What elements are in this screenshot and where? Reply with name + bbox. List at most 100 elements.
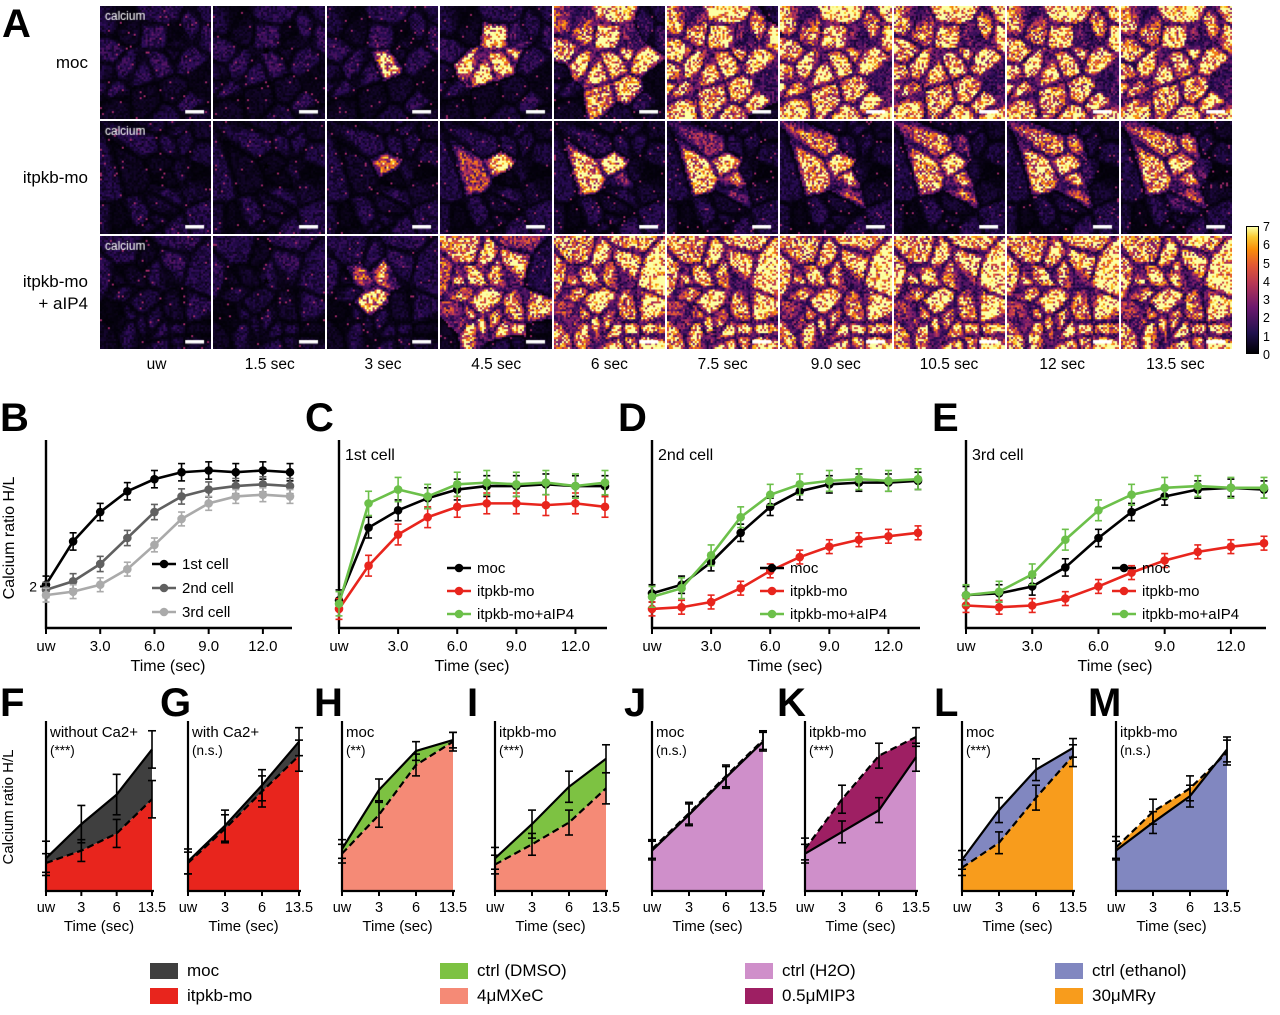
- annotation: itpkb-mo (***): [809, 724, 867, 758]
- area-fills: [805, 737, 916, 891]
- svg-text:6.0: 6.0: [1088, 638, 1109, 655]
- svg-text:3: 3: [995, 900, 1003, 916]
- legend-group-3: ctrl (H2O) 0.5μMIP3: [745, 960, 856, 1007]
- legend-label: ctrl (ethanol): [1092, 961, 1187, 980]
- panel-M-chart: uw 3 6 13.5 Time (sec) itpkb-mo (n.s.): [1107, 721, 1241, 935]
- panel-title: 1st cell: [345, 447, 395, 464]
- panel-a-row-label: itpkb-mo + aIP4: [22, 272, 88, 313]
- x-axis-label: Time (sec): [515, 918, 585, 935]
- series-moc: [334, 473, 610, 612]
- calcium-image-moc-frame7: [893, 6, 1006, 119]
- panel-H-letter: H: [314, 681, 343, 725]
- axes: uw 3.0 6.0 9.0 12.0: [956, 440, 1266, 655]
- series-ctrl-ethanol-: [1112, 736, 1231, 861]
- annotation: itpkb-mo (***): [499, 724, 557, 758]
- panel-a-calcium-images: A moc itpkb-mo itpkb-mo + aIP4 uw 1.5 sec 3 …: [0, 0, 1280, 396]
- calcium-image-itpkb-mo-aIP4-frame3: [440, 236, 552, 349]
- panel-D-chart: uw 3.0 6.0 9.0 12.0 Time (sec) 2nd cell moc itpk…: [642, 440, 923, 675]
- svg-text:12.0: 12.0: [561, 638, 590, 655]
- axes: uw 3 6 13.5: [796, 721, 930, 916]
- series-itpkb-mo-aIP4: [334, 469, 610, 617]
- svg-text:1st cell: 1st cell: [182, 556, 229, 573]
- axes: uw 3 6 13.5: [486, 721, 620, 916]
- panel-a-time-label: 6 sec: [590, 356, 628, 373]
- svg-text:6: 6: [722, 900, 730, 916]
- chart-legend: 1st cell 2nd cell 3rd cell: [152, 556, 234, 621]
- calcium-image-itpkb-mo-frame5: [667, 121, 779, 234]
- svg-text:3: 3: [685, 900, 693, 916]
- calcium-image-itpkb-mo-aIP4-frame6: [780, 236, 892, 349]
- area-fills: [495, 758, 606, 891]
- svg-text:itpkb-mo+aIP4: itpkb-mo+aIP4: [477, 606, 574, 623]
- legend-item: ctrl (DMSO): [440, 960, 567, 982]
- svg-text:uw: uw: [329, 638, 348, 655]
- x-axis-label: Time (sec): [748, 658, 823, 675]
- series-30-MRy: [958, 743, 1077, 877]
- panel-E-letter: E: [932, 396, 959, 440]
- svg-text:2: 2: [29, 578, 37, 594]
- svg-text:6: 6: [875, 900, 883, 916]
- svg-text:with Ca2+: with Ca2+: [191, 724, 259, 741]
- calcium-image-itpkb-mo-aIP4-frame9: [1120, 236, 1232, 349]
- panel-a-time-label: 10.5 sec: [919, 356, 979, 373]
- panel-a-row-label: itpkb-mo: [22, 167, 88, 187]
- area-fills: [188, 741, 299, 891]
- colorbar-tick-label: 3: [1263, 293, 1270, 308]
- svg-text:3rd cell: 3rd cell: [182, 604, 230, 621]
- svg-text:13.5: 13.5: [285, 900, 313, 916]
- svg-text:13.5: 13.5: [1059, 900, 1087, 916]
- x-axis-label: Time (sec): [208, 918, 278, 935]
- x-axis-label: Time (sec): [672, 918, 742, 935]
- calcium-image-moc-frame3: [440, 6, 552, 119]
- calcium-image-moc-frame4: [553, 6, 665, 119]
- series-4-MXeC: [491, 771, 610, 875]
- svg-text:moc: moc: [477, 560, 506, 577]
- axes: uw 3 6 13.5: [643, 721, 777, 916]
- series-itpkb-mo-aIP4: [961, 474, 1269, 607]
- axes: uw 3.0 6.0 9.0 12.0: [642, 440, 920, 655]
- panel-K-chart: uw 3 6 13.5 Time (sec) itpkb-mo (***): [796, 721, 930, 935]
- x-axis-label: Time (sec): [362, 918, 432, 935]
- panel-B-letter: B: [0, 396, 29, 440]
- svg-text:uw: uw: [179, 900, 198, 916]
- series-moc: [42, 729, 156, 877]
- colorbar-gradient: [1246, 226, 1259, 354]
- y-axis-label: Calcium ratio H/L: [0, 749, 17, 864]
- legend-group-1: moc itpkb-mo: [150, 960, 252, 1007]
- panel-a-time-label: 3 sec: [364, 356, 402, 373]
- x-axis-label: Time (sec): [1136, 918, 1206, 935]
- svg-text:13.5: 13.5: [902, 900, 930, 916]
- svg-text:(n.s.): (n.s.): [656, 743, 687, 758]
- bottom-legends: moc itpkb-mo ctrl (DMSO) 4μMXeC ctrl (H2O) 0.…: [0, 960, 1280, 1012]
- x-axis-label: Time (sec): [64, 918, 134, 935]
- svg-text:uw: uw: [1107, 900, 1126, 916]
- panel-a-time-label: 1.5 sec: [244, 356, 295, 373]
- calcium-image-moc-frame2: [326, 6, 439, 119]
- axes: uw 3.0 6.0 9.0 12.0: [329, 440, 607, 655]
- svg-text:uw: uw: [953, 900, 972, 916]
- axes: uw 3 6 13.5: [179, 721, 313, 916]
- panel-a-time-label: 9.0 sec: [810, 356, 861, 373]
- calcium-image-itpkb-mo-aIP4-frame0: [100, 236, 212, 349]
- legend-item: ctrl (H2O): [745, 960, 856, 982]
- legend-swatch: [150, 988, 178, 1004]
- series-1st-cell: [41, 461, 295, 595]
- annotation: itpkb-mo (n.s.): [1120, 724, 1178, 758]
- legend-label: 4μMXeC: [477, 986, 544, 1005]
- svg-text:13.5: 13.5: [749, 900, 777, 916]
- series-ctrl-H2O-: [801, 742, 920, 864]
- axes: uw 3 6 13.5: [333, 721, 467, 916]
- annotation: without Ca2+ (***): [49, 724, 138, 758]
- calcium-image-moc-frame8: [1007, 6, 1119, 119]
- calcium-image-itpkb-mo-aIP4-frame5: [667, 236, 779, 349]
- svg-text:6: 6: [565, 900, 573, 916]
- series-itpkb-mo: [184, 739, 303, 875]
- svg-text:moc: moc: [790, 560, 819, 577]
- axes: uw 3 6 13.5: [953, 721, 1087, 916]
